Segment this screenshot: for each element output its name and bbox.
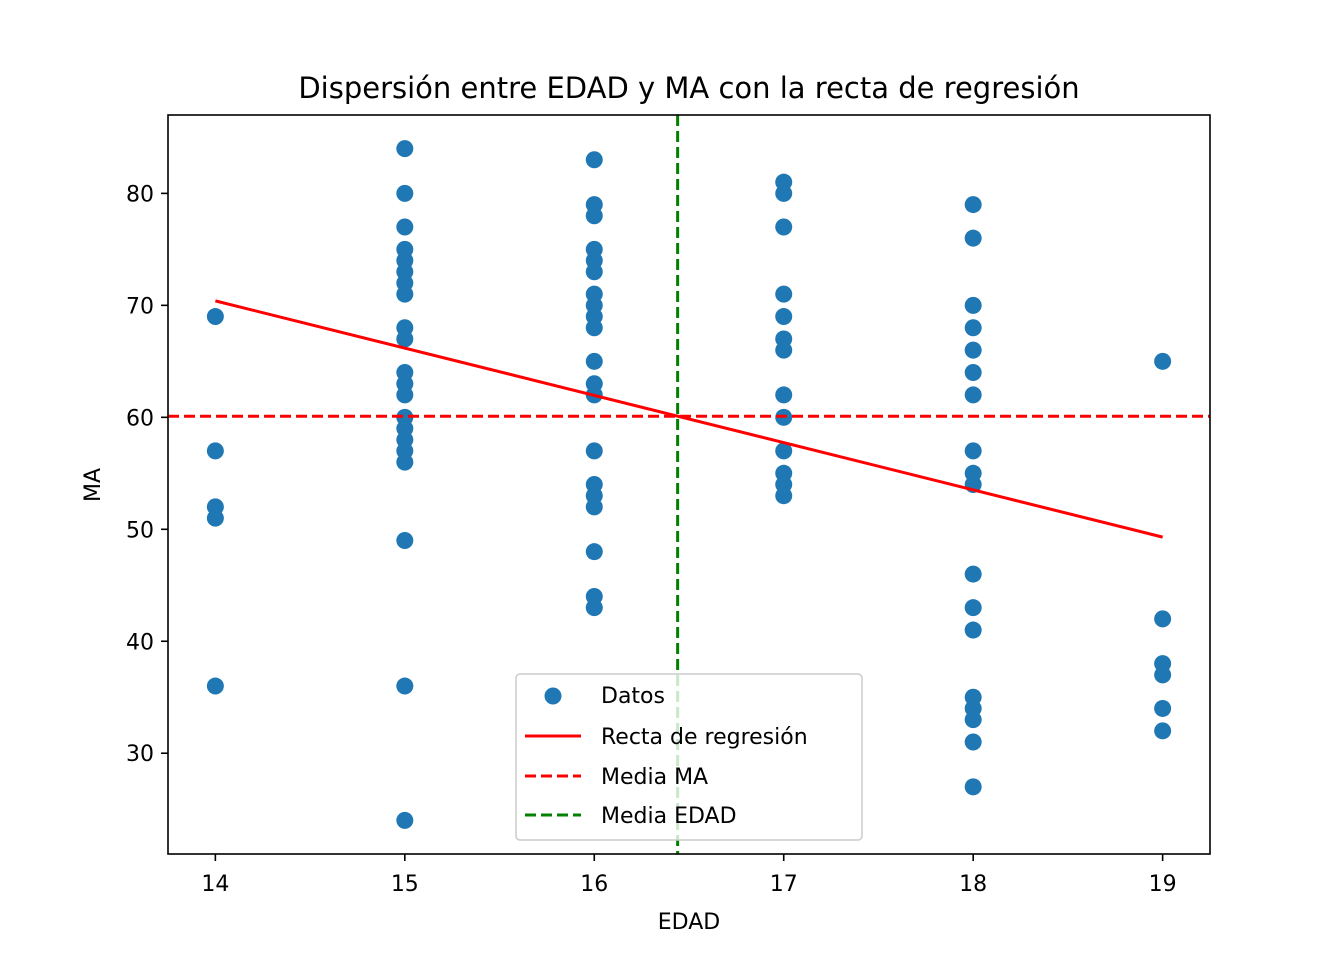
data-point [964, 296, 982, 314]
data-point [396, 677, 414, 695]
legend-box [515, 673, 863, 841]
legend-label-mean-ma: Media MA [601, 765, 708, 790]
data-point [775, 285, 793, 303]
data-point [964, 565, 982, 583]
data-point [396, 184, 414, 202]
y-tick-label: 50 [126, 518, 154, 543]
data-point [964, 229, 982, 247]
data-point [585, 442, 603, 460]
data-point [964, 711, 982, 729]
data-point [396, 285, 414, 303]
x-tick-label: 14 [201, 872, 229, 897]
y-tick-label: 30 [126, 742, 154, 767]
data-point [775, 218, 793, 236]
data-point [585, 263, 603, 281]
data-point [1154, 666, 1172, 684]
x-tick-label: 15 [391, 872, 419, 897]
regression-line [215, 299, 1163, 539]
data-point [964, 386, 982, 404]
data-point [964, 778, 982, 796]
y-tick-label: 70 [126, 294, 154, 319]
data-point [964, 733, 982, 751]
y-tick-label: 60 [126, 406, 154, 431]
data-point [964, 621, 982, 639]
data-point [585, 207, 603, 225]
data-point [964, 319, 982, 337]
data-point [396, 330, 414, 348]
x-tick-label: 16 [580, 872, 608, 897]
y-tick-label: 80 [126, 182, 154, 207]
data-point [775, 386, 793, 404]
axes-frame [167, 114, 1211, 855]
data-point [964, 364, 982, 382]
data-point [396, 140, 414, 158]
data-point [585, 599, 603, 617]
data-point [585, 319, 603, 337]
data-point [964, 442, 982, 460]
data-point [396, 218, 414, 236]
data-point [1154, 699, 1172, 717]
data-point [396, 453, 414, 471]
data-point [396, 811, 414, 829]
y-axis-label: MA [81, 468, 106, 502]
data-point [206, 509, 224, 527]
y-tick-label: 40 [126, 630, 154, 655]
data-point [206, 677, 224, 695]
data-point [775, 184, 793, 202]
legend-label-regression: Recta de regresión [601, 725, 808, 750]
data-point [585, 543, 603, 561]
data-point [1154, 610, 1172, 628]
data-point [775, 341, 793, 359]
data-point [396, 531, 414, 549]
data-point [585, 352, 603, 370]
data-point [775, 308, 793, 326]
data-point [964, 341, 982, 359]
x-tick-label: 19 [1149, 872, 1177, 897]
data-point [775, 442, 793, 460]
data-point [1154, 722, 1172, 740]
x-tick-label: 17 [770, 872, 798, 897]
data-point [1154, 352, 1172, 370]
data-point [964, 599, 982, 617]
x-axis-ticks: 14 15 16 17 18 19 [201, 854, 1177, 897]
data-point [585, 498, 603, 516]
legend-label-mean-edad: Media EDAD [601, 804, 737, 829]
x-axis-label: EDAD [658, 910, 720, 935]
data-point [206, 308, 224, 326]
data-point [585, 151, 603, 169]
data-point [396, 386, 414, 404]
legend-label-datos: Datos [601, 684, 665, 709]
x-tick-label: 18 [959, 872, 987, 897]
legend: Datos Recta de regresión Media MA Media … [515, 673, 863, 841]
legend-marker-datos [544, 687, 562, 705]
data-point [775, 487, 793, 505]
chart-title: Dispersión entre EDAD y MA con la recta … [298, 71, 1079, 105]
data-point [206, 442, 224, 460]
data-point [964, 196, 982, 214]
y-axis-ticks: 30 40 50 60 70 80 [126, 182, 168, 767]
